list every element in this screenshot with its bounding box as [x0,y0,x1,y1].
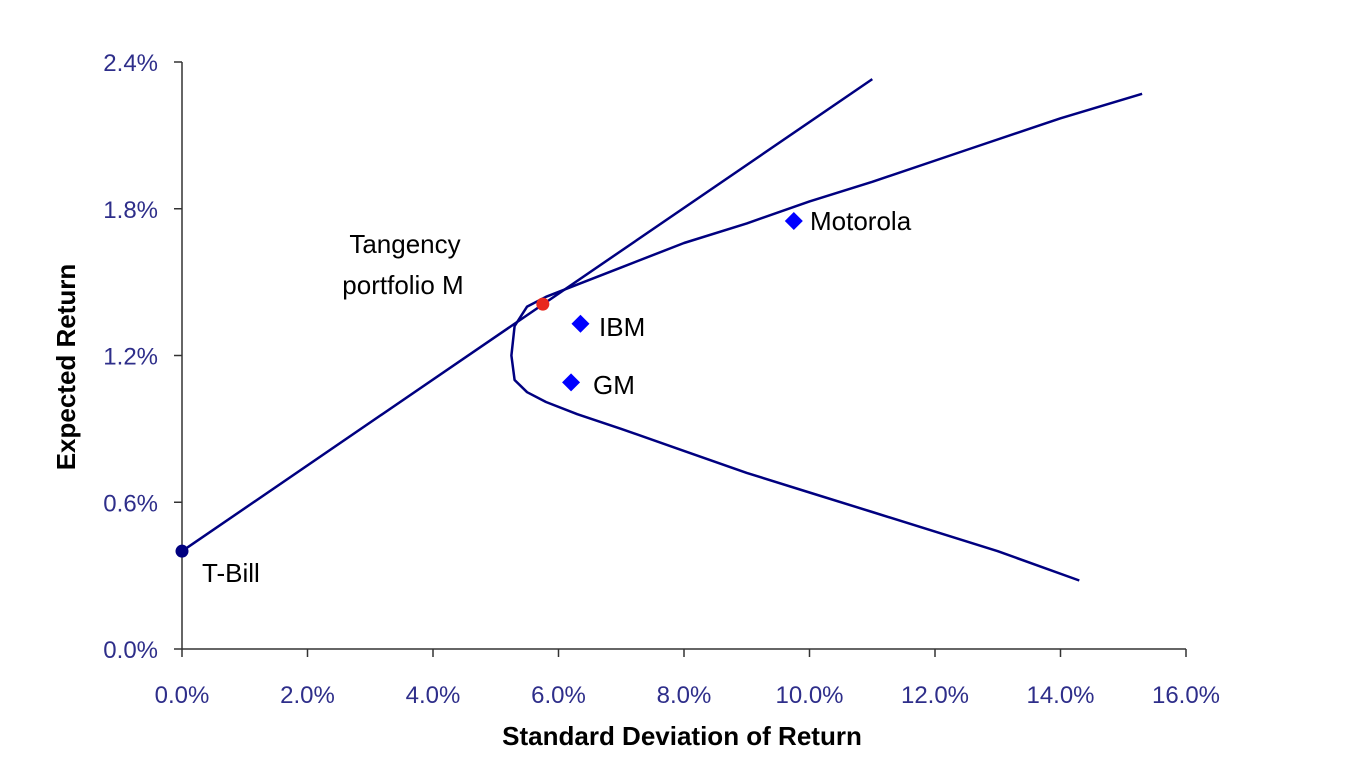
x-tick-label: 16.0% [1152,682,1220,709]
y-tick-label: 1.8% [103,197,158,224]
gm-label: GM [593,370,635,400]
x-tick-label: 4.0% [406,682,461,709]
efficient-frontier-line [510,92,1143,582]
motorola-label: Motorola [810,206,912,236]
axes: 0.0% 0.6% 1.2% 1.8% 2.4% 0.0% 2.0% 4.0% 6.0% 8.0%… [103,50,1220,709]
x-tick-label: 12.0% [901,682,969,709]
x-tick-label: 14.0% [1026,682,1094,709]
x-tick-label: 8.0% [657,682,712,709]
y-tick-label: 2.4% [103,50,158,77]
x-tick-label: 6.0% [531,682,586,709]
y-tick-label: 0.6% [103,490,158,517]
ibm-label: IBM [599,312,645,342]
plot-lines [181,78,1143,582]
gm-point [562,373,581,392]
capital-market-line-line [181,78,874,553]
y-axis-title: Expected Return [51,264,81,471]
tbill-label: T-Bill [202,558,260,588]
x-tick-label: 0.0% [155,682,210,709]
tangency-portfolio-m-point [536,297,550,311]
y-tick-label: 0.0% [103,637,158,664]
t-bill-point [175,544,189,558]
y-tick-label: 1.2% [103,344,158,371]
x-tick-label: 10.0% [775,682,843,709]
motorola-point [784,211,803,230]
x-axis-title: Standard Deviation of Return [502,721,862,751]
tangency-label-line2: portfolio M [342,270,463,300]
plot-points [175,211,803,558]
ibm-point [571,314,590,333]
x-tick-label: 2.0% [280,682,335,709]
tangency-label-line1: Tangency [349,229,460,259]
